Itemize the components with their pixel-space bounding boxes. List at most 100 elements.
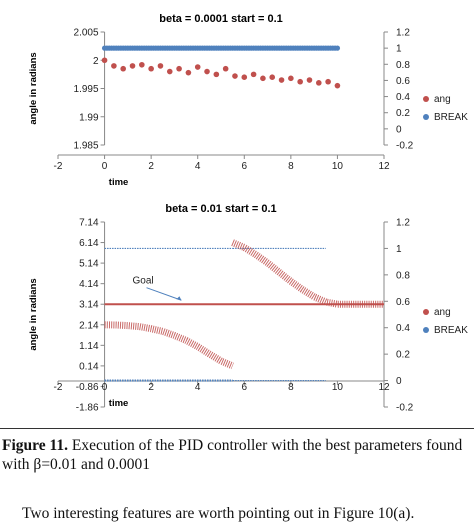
y-tick-label: 1.985 xyxy=(74,141,99,152)
y-tick-label: 0.14 xyxy=(79,361,99,372)
x-axis-label: time xyxy=(109,177,129,188)
legend-label: ang xyxy=(434,94,451,105)
y-tick-label: 2.14 xyxy=(79,320,99,331)
goal-arrow xyxy=(146,287,182,301)
ang-series xyxy=(231,239,384,308)
x-tick-label: 8 xyxy=(288,382,294,393)
chart-2: beta = 0.01 start = 0.1 7.14 6.14 5.14 4.14 3… xyxy=(28,203,468,414)
ang-point xyxy=(139,61,145,68)
legend-label: BREAK xyxy=(434,112,468,123)
y-tick-label: -0.86 xyxy=(76,382,99,393)
ang-point xyxy=(213,71,220,78)
legend-marker xyxy=(423,96,429,102)
y2-tick-label: 0.4 xyxy=(396,323,410,334)
y2-tick-label: 1 xyxy=(396,44,402,55)
y2-tick-label: -0.2 xyxy=(396,403,414,414)
ang-point xyxy=(101,57,108,64)
y2-tick-label: 0.8 xyxy=(396,270,410,281)
y2-tick-label: 0.2 xyxy=(396,108,410,119)
y2-tick-label: 0.4 xyxy=(396,92,410,103)
y-tick-label: 1.995 xyxy=(74,84,99,95)
x-tick-label: 4 xyxy=(195,161,201,172)
y2-tick-label: 0 xyxy=(396,376,402,387)
ang-point xyxy=(325,78,331,85)
y-axis-label: angle in radians xyxy=(28,278,39,350)
x-tick-label: 0 xyxy=(102,161,108,172)
x-tick-label: 0 xyxy=(102,382,108,393)
ang-point xyxy=(260,75,266,82)
y-tick-label: 2.005 xyxy=(74,28,99,39)
ang-point xyxy=(120,65,126,72)
legend-marker xyxy=(423,309,429,315)
x-tick-label: 8 xyxy=(288,161,294,172)
ang-point xyxy=(316,80,322,86)
x-tick-label: 10 xyxy=(332,161,344,172)
figure-caption: Figure 11. Execution of the PID controll… xyxy=(2,436,472,474)
y-tick-label: 5.14 xyxy=(79,259,99,270)
y2-tick-label: -0.2 xyxy=(396,141,414,152)
y2-tick-label: 0.6 xyxy=(396,76,410,87)
ang-point xyxy=(241,74,248,80)
ang-point xyxy=(204,68,210,75)
y-tick-label: 1.99 xyxy=(79,112,99,123)
ang-point xyxy=(111,63,117,69)
ang-point xyxy=(269,74,276,80)
divider xyxy=(0,428,474,429)
caption-label: Figure 11. xyxy=(2,437,69,454)
figure-canvas: beta = 0.0001 start = 0.1 1.985 1.99 1.995 2… xyxy=(28,13,468,414)
y2-tick-label: 0 xyxy=(396,124,402,135)
goal-arrow-head xyxy=(176,296,182,301)
chart-title: beta = 0.01 start = 0.1 xyxy=(165,203,276,215)
x-tick-label: 12 xyxy=(378,161,390,172)
ang-point xyxy=(334,82,341,89)
chart-1: beta = 0.0001 start = 0.1 1.985 1.99 1.995 2… xyxy=(28,13,468,188)
ang-point xyxy=(166,68,173,75)
legend-marker xyxy=(423,114,429,120)
ang-point xyxy=(157,63,164,69)
ang-point xyxy=(288,75,294,82)
legend-label: ang xyxy=(434,307,451,318)
ang-point xyxy=(129,63,136,69)
ang-point xyxy=(185,69,192,76)
body-text: Two interesting features are worth point… xyxy=(22,505,415,522)
x-tick-label: 2 xyxy=(148,382,154,393)
ang-point xyxy=(176,65,182,72)
x-tick-label: -2 xyxy=(54,161,63,172)
break-point xyxy=(334,45,341,51)
ang-point xyxy=(297,78,303,85)
x-axis-label: time xyxy=(109,398,129,409)
ang-point xyxy=(232,73,238,79)
x-tick-label: 6 xyxy=(242,382,248,393)
x-tick-label: 2 xyxy=(148,161,154,172)
ang-point xyxy=(278,77,285,83)
y2-tick-label: 1 xyxy=(396,244,402,255)
y-tick-label: 4.14 xyxy=(79,279,99,290)
y2-tick-label: 0.8 xyxy=(396,60,410,71)
y2-tick-label: 1.2 xyxy=(396,28,410,39)
x-tick-label: 12 xyxy=(378,382,390,393)
ang-point xyxy=(306,77,313,83)
ang-point xyxy=(250,71,257,78)
chart-title: beta = 0.0001 start = 0.1 xyxy=(159,13,283,25)
ang-series xyxy=(104,321,234,370)
y2-tick-label: 0.6 xyxy=(396,297,410,308)
y-tick-label: 1.14 xyxy=(79,341,99,352)
legend-marker xyxy=(423,327,429,333)
y2-tick-label: 1.2 xyxy=(396,218,410,229)
x-tick-label: 10 xyxy=(332,382,344,393)
y-axis-label: angle in radians xyxy=(28,52,39,124)
x-tick-label: 6 xyxy=(242,161,248,172)
y-tick-label: 6.14 xyxy=(79,238,99,249)
y-tick-label: 7.14 xyxy=(79,218,99,229)
y-tick-label: 3.14 xyxy=(79,300,99,311)
ang-point xyxy=(222,65,229,72)
ang-point xyxy=(148,65,154,72)
goal-annotation: Goal xyxy=(133,276,154,287)
y-tick-label: 2 xyxy=(93,56,99,67)
y-tick-label: -1.86 xyxy=(76,403,99,414)
caption-text: Execution of the PID controller with the… xyxy=(2,437,463,473)
x-tick-label: 4 xyxy=(195,382,201,393)
legend-label: BREAK xyxy=(434,325,468,336)
ang-point xyxy=(194,64,201,70)
x-tick-label: -2 xyxy=(54,382,63,393)
